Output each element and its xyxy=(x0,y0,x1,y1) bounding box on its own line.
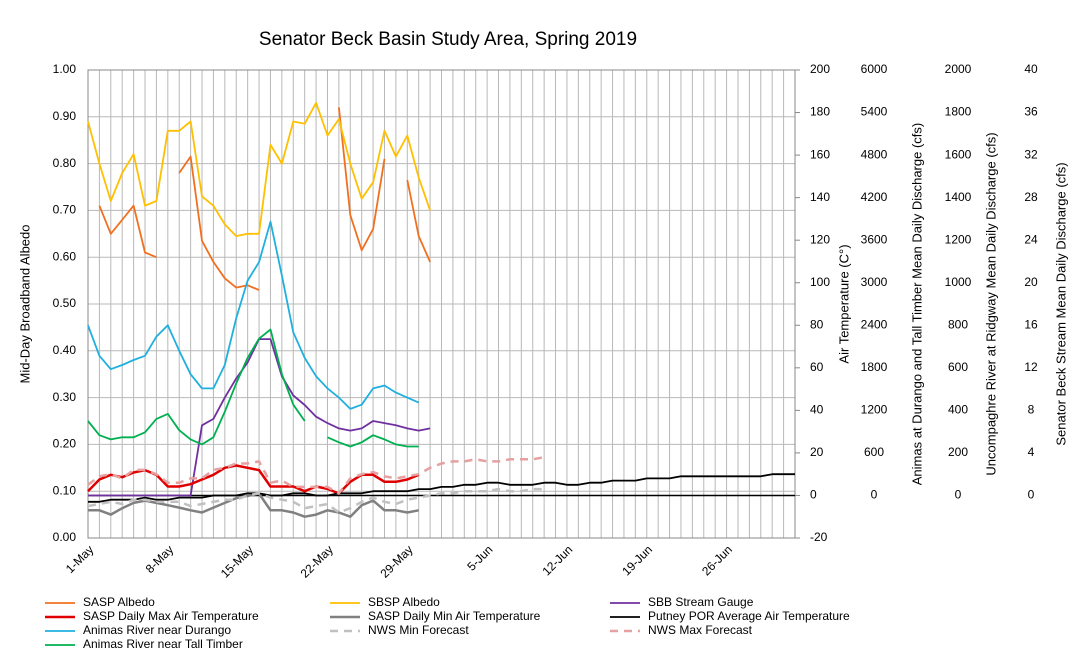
y4-tick-label: 1000 xyxy=(945,275,972,289)
x-tick-label: 5-Jun xyxy=(464,542,495,573)
y-axis-label: Mid-Day Broadband Albedo xyxy=(17,225,32,384)
y4-tick-label: 1200 xyxy=(945,232,972,246)
x-tick-label: 29-May xyxy=(377,542,415,580)
y4-tick-label: 400 xyxy=(948,403,968,417)
y4-tick-label: 1800 xyxy=(945,105,972,119)
y4-tick-label: 1600 xyxy=(945,147,972,161)
y5-tick-label: 28 xyxy=(1024,190,1038,204)
series-line xyxy=(88,473,795,503)
y4-tick-label: 0 xyxy=(955,488,962,502)
y5-tick-label: 8 xyxy=(1028,403,1035,417)
y4-tick-label: 200 xyxy=(948,445,968,459)
legend-label: SASP Daily Max Air Temperature xyxy=(83,609,259,623)
y5-tick-label: 0 xyxy=(1028,488,1035,502)
y2-tick-label: 20 xyxy=(810,445,824,459)
legend-label: Animas River near Durango xyxy=(83,623,231,637)
y3-tick-label: 600 xyxy=(864,445,884,459)
y-tick-label: 0.30 xyxy=(53,390,77,404)
y-tick-label: 0.40 xyxy=(53,343,77,357)
y-tick-label: 0.90 xyxy=(53,109,77,123)
y2-tick-label: 0 xyxy=(810,488,817,502)
y-tick-label: 1.00 xyxy=(53,62,77,76)
plot-border xyxy=(87,69,796,539)
y5-axis-label: Senator Beck Stream Mean Daily Discharge… xyxy=(1053,162,1068,445)
y-tick-label: 0.20 xyxy=(53,437,77,451)
y2-tick-label: 200 xyxy=(810,62,830,76)
legend-label: SASP Daily Min Air Temperature xyxy=(368,609,541,623)
y3-tick-label: 2400 xyxy=(861,317,888,331)
y3-tick-label: 5400 xyxy=(861,105,888,119)
x-tick-label: 15-May xyxy=(218,542,256,580)
y-tick-label: 0.50 xyxy=(53,296,77,310)
y2-tick-label: 140 xyxy=(810,190,830,204)
series-line xyxy=(87,328,419,448)
y3-tick-label: 4800 xyxy=(861,147,888,161)
y2-tick-label: 120 xyxy=(810,232,830,246)
y-tick-label: 0.00 xyxy=(53,530,77,544)
y-tick-label: 0.10 xyxy=(53,483,77,497)
y3-tick-label: 0 xyxy=(871,488,878,502)
y3-axis-label: Animas at Durango and Tall Timber Mean D… xyxy=(909,123,924,485)
series-line xyxy=(87,455,545,495)
y-tick-label: 0.80 xyxy=(53,156,77,170)
y5-tick-label: 16 xyxy=(1024,317,1038,331)
y3-tick-label: 6000 xyxy=(861,62,888,76)
y4-tick-label: 800 xyxy=(948,317,968,331)
y2-axis-label: Air Temperature (C°) xyxy=(836,244,851,363)
y5-tick-label: 24 xyxy=(1024,232,1038,246)
y3-tick-label: 4200 xyxy=(861,190,888,204)
y2-tick-label: -20 xyxy=(810,530,828,544)
legend-label: SASP Albedo xyxy=(83,595,155,609)
y4-tick-label: 1400 xyxy=(945,190,972,204)
y3-tick-label: 3600 xyxy=(861,232,888,246)
series-line xyxy=(87,220,420,410)
y5-tick-label: 4 xyxy=(1028,445,1035,459)
y2-tick-label: 80 xyxy=(810,317,824,331)
x-tick-label: 12-Jun xyxy=(539,542,575,578)
series-line xyxy=(98,107,431,291)
y2-tick-label: 180 xyxy=(810,105,830,119)
x-tick-label: 19-Jun xyxy=(619,542,655,578)
x-tick-label: 1-May xyxy=(63,542,96,575)
y2-tick-label: 160 xyxy=(810,147,830,161)
legend-label: Putney POR Average Air Temperature xyxy=(648,609,850,623)
y5-tick-label: 40 xyxy=(1024,62,1038,76)
y3-tick-label: 1800 xyxy=(861,360,888,374)
chart-title: Senator Beck Basin Study Area, Spring 20… xyxy=(259,29,637,50)
y4-tick-label: 600 xyxy=(948,360,968,374)
x-tick-label: 22-May xyxy=(298,542,336,580)
y2-tick-label: 100 xyxy=(810,275,830,289)
x-tick-label: 8-May xyxy=(143,542,176,575)
y-tick-label: 0.70 xyxy=(53,203,77,217)
y2-tick-label: 40 xyxy=(810,403,824,417)
y3-tick-label: 1200 xyxy=(861,403,888,417)
y4-axis-label: Uncompaghre River at Ridgway Mean Daily … xyxy=(983,132,998,475)
y5-tick-label: 20 xyxy=(1024,275,1038,289)
y2-tick-label: 60 xyxy=(810,360,824,374)
y3-tick-label: 3000 xyxy=(861,275,888,289)
series-line xyxy=(88,492,419,518)
y5-tick-label: 12 xyxy=(1024,360,1038,374)
legend-label: SBB Stream Gauge xyxy=(648,595,754,609)
x-tick-label: 26-Jun xyxy=(699,542,735,578)
y5-tick-label: 32 xyxy=(1024,147,1038,161)
legend-label: SBSP Albedo xyxy=(368,595,440,609)
legend-label: Animas River near Tall Timber xyxy=(83,637,243,651)
series-line xyxy=(87,487,545,514)
y-tick-label: 0.60 xyxy=(53,249,77,263)
y4-tick-label: 2000 xyxy=(945,62,972,76)
series-line xyxy=(87,101,431,237)
legend-label: NWS Max Forecast xyxy=(648,623,753,637)
y5-tick-label: 36 xyxy=(1024,105,1038,119)
legend-label: NWS Min Forecast xyxy=(368,623,469,637)
